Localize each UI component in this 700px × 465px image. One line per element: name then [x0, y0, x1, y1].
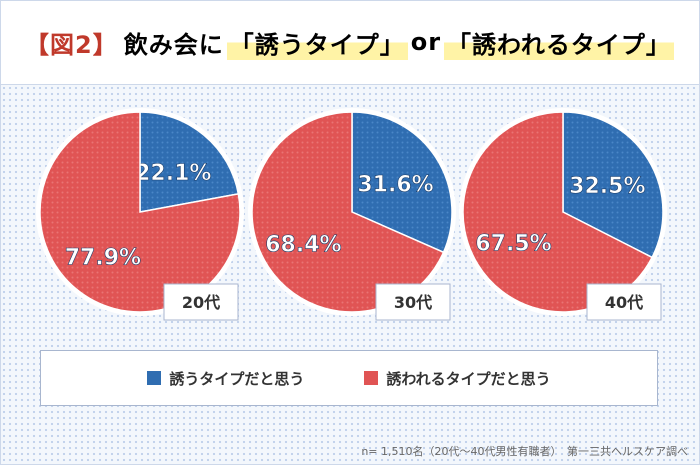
title-figure-label: 【図2】 [25, 30, 118, 59]
title-text-or: or [410, 28, 442, 56]
age-label-box-0 [163, 283, 239, 321]
pie-value-label-invited-1: 68.4% [265, 233, 341, 258]
legend-label-invited: 誘われるタイプだと思う [386, 369, 551, 388]
pie-value-label-invite-2: 32.5% [569, 174, 645, 199]
legend-item-invited: 誘われるタイプだと思う [364, 368, 551, 389]
pie-slice-invite-2 [562, 111, 664, 259]
legend-label-invite: 誘うタイプだと思う [169, 369, 305, 388]
source-note: n= 1,510名（20代〜40代男性有職者） 第一三共ヘルスケア調べ [361, 445, 688, 458]
legend-item-invite: 誘うタイプだと思う [147, 368, 304, 389]
title-option-invite: 「誘うタイプ」 [226, 24, 408, 60]
legend-swatch-invite [147, 371, 162, 385]
legend-swatch-invited [364, 371, 379, 385]
age-label-1: 30代 [394, 293, 432, 312]
pie-value-label-invited-0: 77.9% [65, 246, 141, 271]
pie-value-label-invite-1: 31.6% [357, 173, 433, 198]
age-label-2: 40代 [605, 293, 643, 312]
pie-value-label-invited-2: 67.5% [475, 231, 551, 256]
title-divider [1, 84, 699, 85]
title-text-pre: 飲み会に [123, 30, 224, 59]
age-label-box-1 [375, 283, 451, 321]
legend: 誘うタイプだと思う 誘われるタイプだと思う [40, 350, 658, 406]
age-label-0: 20代 [182, 293, 220, 312]
page-title: 【図2】 飲み会に 「誘うタイプ」 or 「誘われるタイプ」 [22, 20, 674, 64]
title-option-invited: 「誘われるタイプ」 [444, 24, 674, 60]
pie-slice-invite-1 [351, 111, 453, 254]
pie-value-label-invite-0: 22.1% [135, 161, 211, 186]
pie-slice-invite-0 [139, 111, 240, 213]
pie-slice-invited-0 [39, 111, 241, 313]
age-label-box-2 [586, 283, 662, 321]
